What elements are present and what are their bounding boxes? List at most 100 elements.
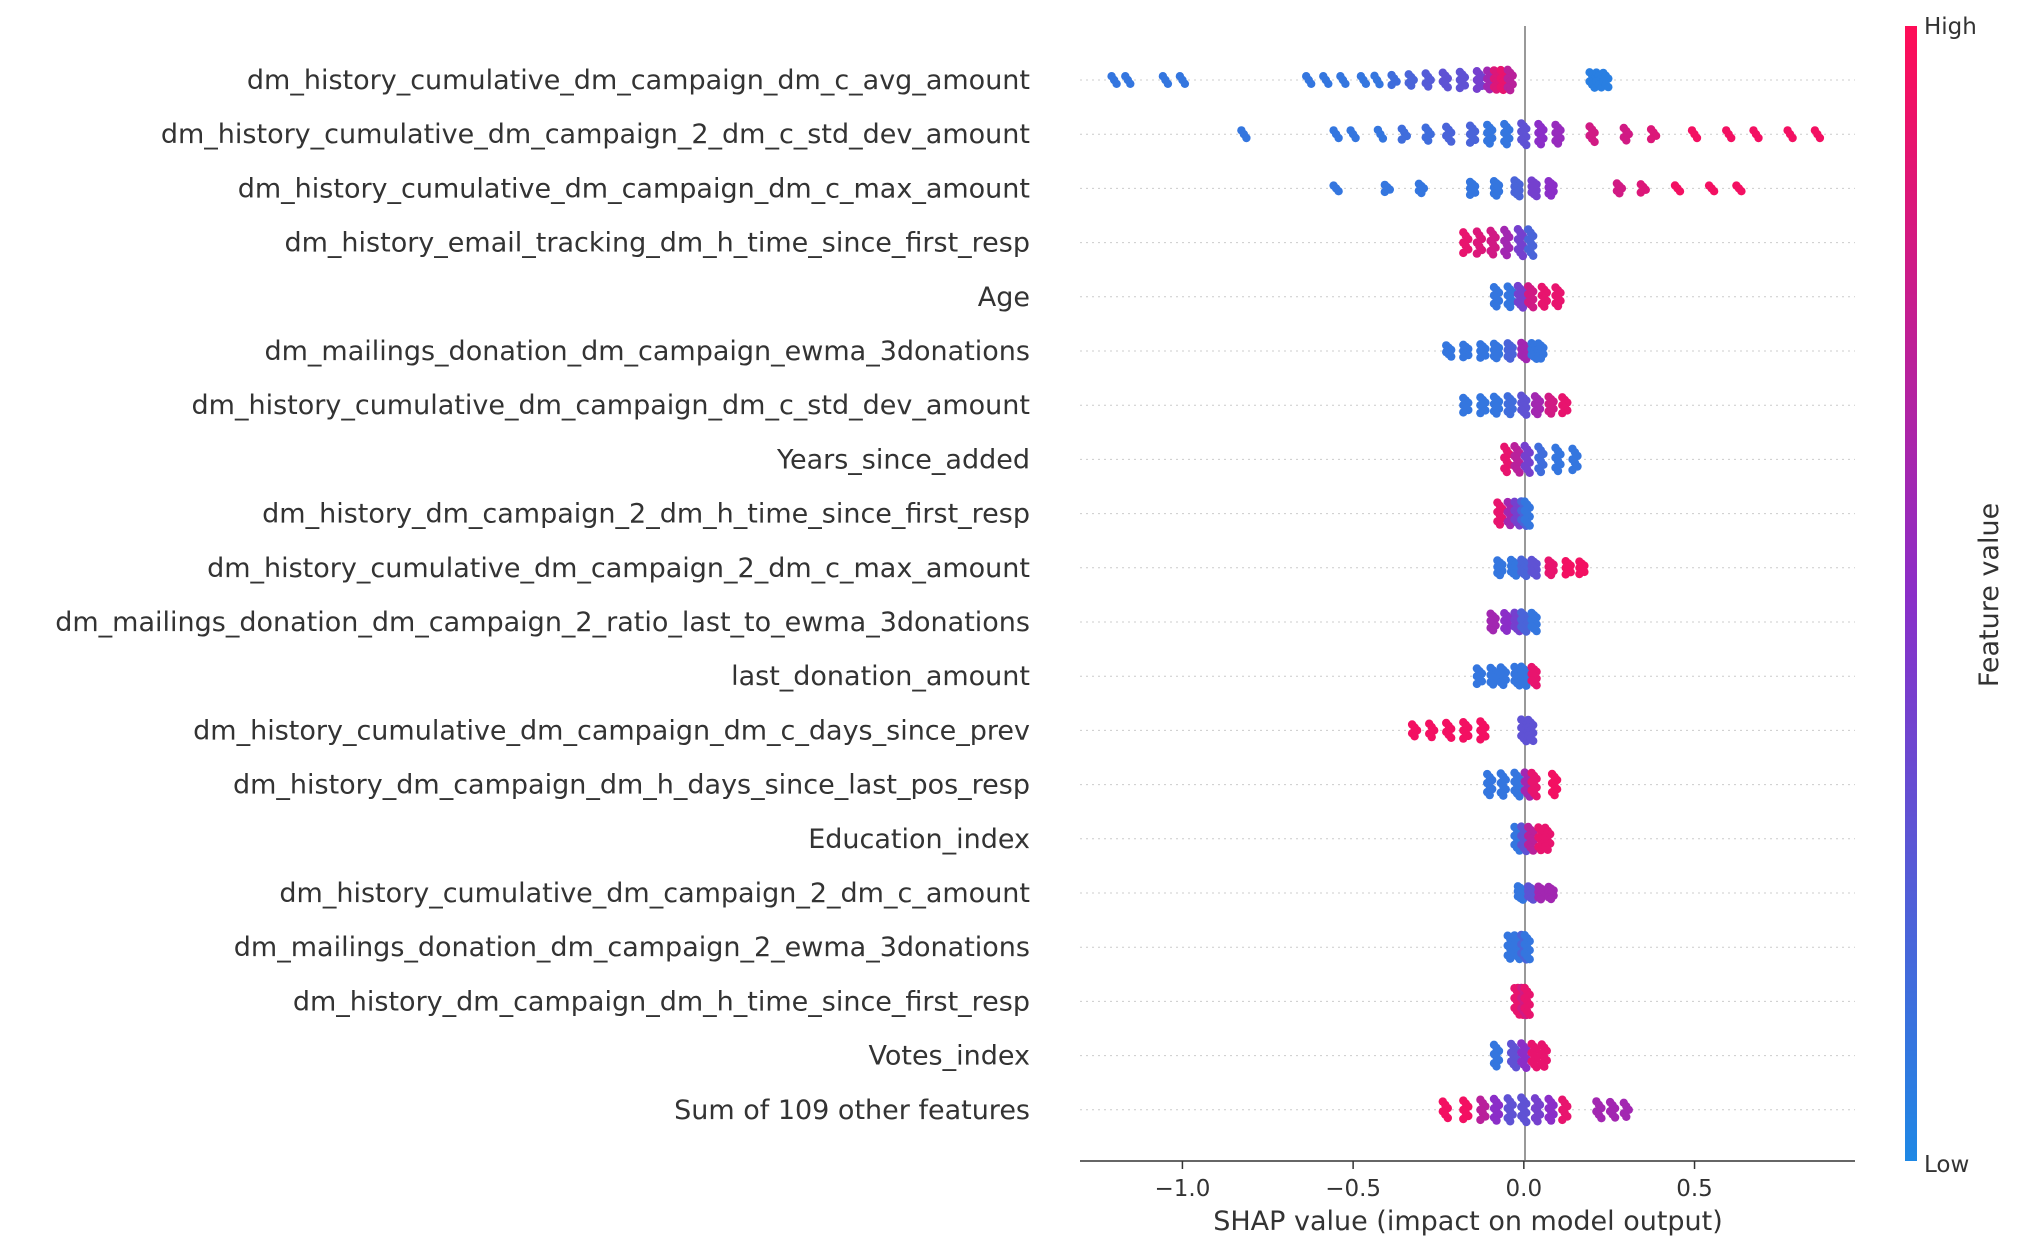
- shap-point: [1307, 79, 1316, 89]
- shap-point: [1459, 408, 1468, 417]
- feature-label: Sum of 109 other features: [674, 1095, 1030, 1126]
- shap-point: [1424, 136, 1433, 145]
- shap-point: [1410, 732, 1419, 741]
- shap-point: [1459, 248, 1468, 258]
- shap-point: [1558, 1115, 1567, 1125]
- feature-label: dm_history_cumulative_dm_campaign_2_dm_c…: [207, 553, 1030, 584]
- shap-point: [1378, 134, 1388, 143]
- shap-point: [1546, 409, 1556, 418]
- shap-point: [1533, 1117, 1542, 1126]
- feature-label: Votes_index: [868, 1041, 1030, 1072]
- shap-point: [1427, 732, 1436, 742]
- shap-point: [1465, 138, 1475, 147]
- shap-point: [1646, 134, 1656, 144]
- shap-point: [1546, 191, 1556, 200]
- colorbar: [1905, 26, 1917, 1161]
- shap-point: [1522, 140, 1531, 150]
- shap-point: [1465, 190, 1475, 199]
- shap-point: [1488, 680, 1498, 689]
- shap-point: [1502, 140, 1512, 149]
- shap-point: [1112, 79, 1121, 89]
- shap-point: [1506, 354, 1515, 363]
- shap-point: [1380, 187, 1390, 197]
- shap-point: [1540, 1062, 1549, 1071]
- feature-rows: dm_history_cumulative_dm_campaign_dm_c_a…: [55, 65, 1855, 1126]
- shap-point: [1754, 133, 1763, 143]
- shap-point: [1492, 1062, 1501, 1071]
- shap-point: [1472, 679, 1482, 689]
- shap-point: [1492, 1116, 1501, 1125]
- feature-label: dm_mailings_donation_dm_campaign_ewma_3d…: [264, 336, 1030, 367]
- shap-point: [1472, 84, 1482, 94]
- shap-point: [1553, 466, 1563, 476]
- colorbar-high-label: High: [1924, 14, 1977, 40]
- feature-label: dm_history_cumulative_dm_campaign_dm_c_a…: [247, 65, 1030, 96]
- colorbar-title: Feature value: [1974, 503, 2005, 687]
- feature-label: Education_index: [808, 824, 1030, 855]
- feature-label: dm_history_dm_campaign_2_dm_h_time_since…: [262, 499, 1030, 530]
- shap-point: [1529, 303, 1538, 312]
- shap-point: [1506, 302, 1515, 312]
- shap-point: [1636, 188, 1646, 197]
- shap-point: [1543, 845, 1552, 854]
- shap-point: [1536, 140, 1546, 149]
- shap-point: [1525, 955, 1534, 964]
- shap-point: [1692, 133, 1702, 143]
- shap-point: [1447, 352, 1456, 361]
- shap-point: [1522, 410, 1531, 419]
- shap-point: [1476, 735, 1485, 744]
- shap-point: [1622, 136, 1631, 145]
- shap-point: [1492, 409, 1501, 418]
- shap-point: [1472, 249, 1482, 258]
- shap-point: [1529, 736, 1538, 746]
- shap-point: [1476, 408, 1485, 418]
- feature-label: dm_history_email_tracking_dm_h_time_sinc…: [284, 228, 1030, 259]
- shap-point: [1126, 79, 1135, 89]
- shap-point: [1488, 250, 1498, 259]
- shap-point: [1515, 468, 1524, 477]
- shap-point: [1499, 680, 1508, 690]
- shap-point: [1447, 137, 1456, 146]
- shap-point: [1447, 733, 1456, 742]
- shap-point: [1546, 894, 1556, 904]
- shap-point: [1575, 569, 1584, 579]
- shap-point: [1511, 1063, 1521, 1072]
- shap-point: [1495, 520, 1505, 529]
- shap-point: [1558, 408, 1567, 418]
- shap-point: [1518, 251, 1528, 261]
- shap-point: [1532, 571, 1541, 580]
- shap-point: [1525, 521, 1534, 530]
- feature-label: Age: [978, 282, 1030, 313]
- shap-point: [1459, 1114, 1468, 1124]
- points-layer: [1107, 65, 1825, 1127]
- shap-point: [1351, 133, 1360, 143]
- shap-point: [1180, 79, 1190, 89]
- shap-point: [1529, 251, 1538, 260]
- shap-point: [1324, 79, 1333, 89]
- shap-point: [1499, 791, 1508, 800]
- shap-point: [1622, 1112, 1631, 1122]
- shap-point: [1387, 80, 1396, 90]
- shap-point: [1522, 1063, 1531, 1073]
- shap-point: [1485, 790, 1494, 800]
- shap-point: [1495, 570, 1505, 580]
- x-tick-label: 0.5: [1676, 1176, 1713, 1202]
- x-tick-label: 0.0: [1506, 1176, 1543, 1202]
- feature-label: dm_history_cumulative_dm_campaign_dm_c_s…: [192, 390, 1030, 421]
- shap-point: [1492, 191, 1501, 200]
- shap-point: [1488, 626, 1498, 635]
- shap-point: [1242, 133, 1251, 143]
- x-tick-label: −0.5: [1325, 1176, 1381, 1202]
- feature-label: dm_mailings_donation_dm_campaign_2_ewma_…: [234, 932, 1030, 963]
- shap-point: [1536, 354, 1546, 363]
- feature-label: dm_history_cumulative_dm_campaign_dm_c_m…: [238, 173, 1030, 204]
- shap-point: [1536, 895, 1546, 904]
- shap-point: [1610, 1113, 1620, 1122]
- shap-point: [1597, 1114, 1606, 1123]
- shap-point: [1737, 187, 1746, 196]
- colorbar-low-label: Low: [1924, 1152, 1969, 1178]
- x-axis-title: SHAP value (impact on model output): [1213, 1206, 1723, 1237]
- shap-point: [1540, 302, 1549, 311]
- shap-point: [1361, 79, 1371, 89]
